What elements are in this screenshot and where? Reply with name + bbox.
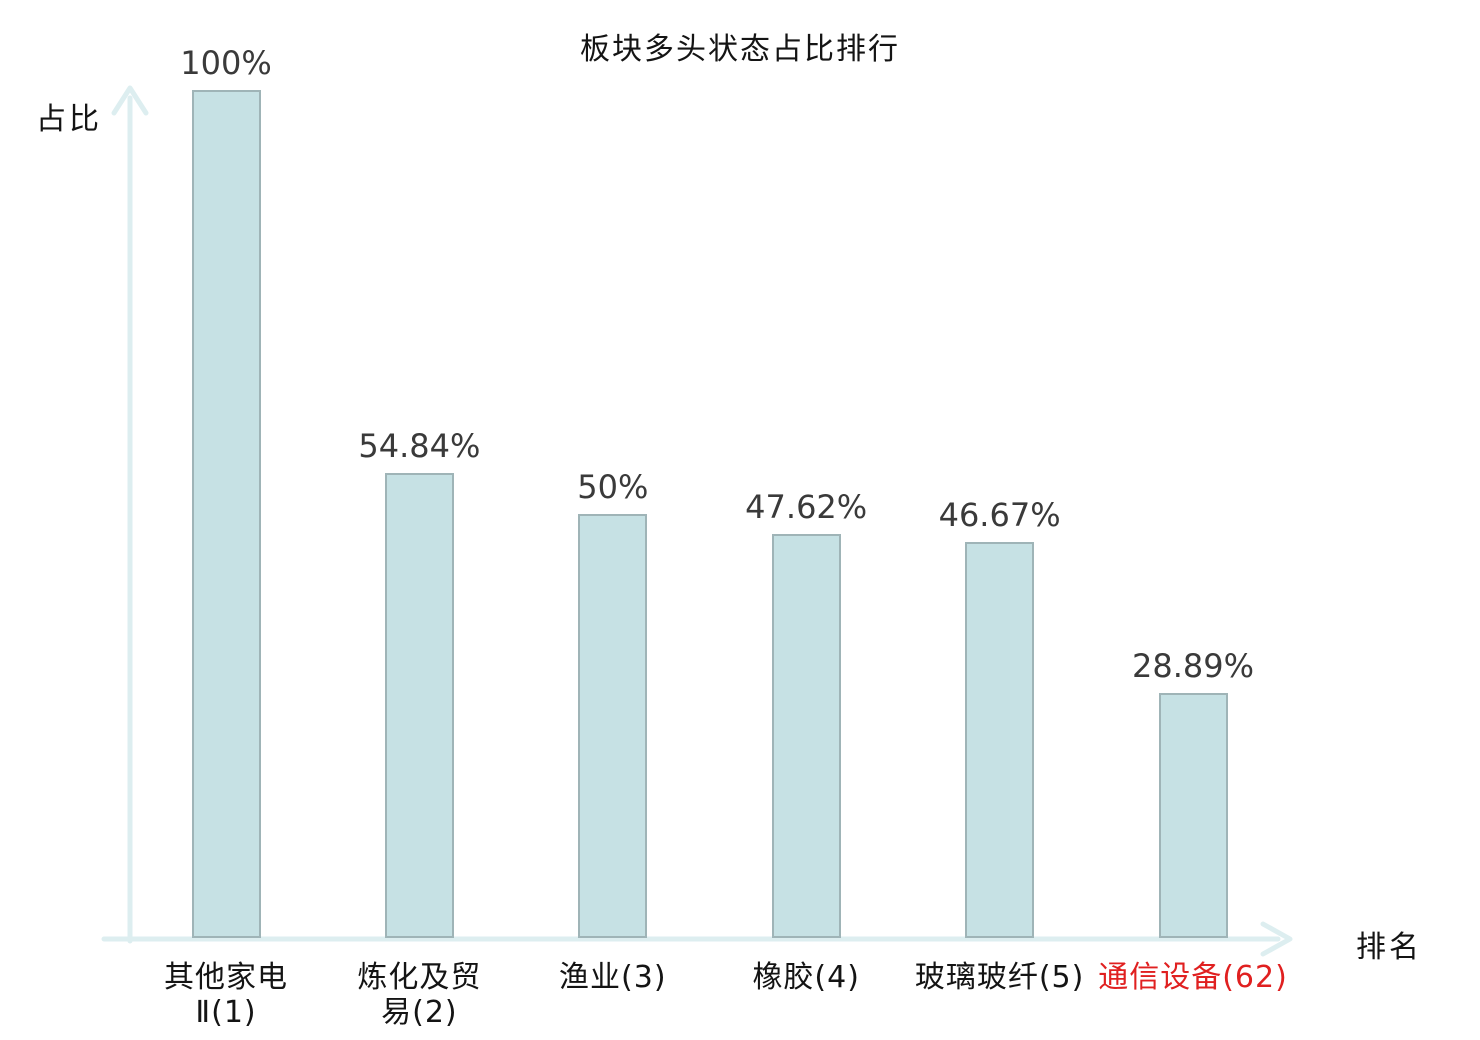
bar	[1158, 693, 1228, 938]
bar	[771, 534, 841, 938]
value-label: 28.89%	[1131, 647, 1254, 685]
bar	[965, 542, 1035, 938]
y-axis-label: 占比	[36, 102, 102, 137]
category-label: 炼化及贸 易(2)	[357, 960, 482, 1030]
category-label: 其他家电 Ⅱ(1)	[164, 960, 288, 1030]
value-label: 50%	[577, 468, 649, 506]
chart-title: 板块多头状态占比排行	[580, 32, 900, 67]
category-label: 玻璃玻纤(5)	[914, 960, 1085, 995]
category-label: 橡胶(4)	[752, 960, 860, 995]
value-label: 100%	[180, 44, 272, 82]
x-axis-label: 排名	[1356, 930, 1422, 965]
value-label: 46.67%	[938, 496, 1061, 535]
bar	[191, 90, 261, 938]
category-label: 通信设备(62)	[1098, 960, 1288, 995]
bar	[384, 472, 454, 938]
category-label: 渔业(3)	[559, 960, 667, 995]
value-label: 54.84%	[358, 426, 481, 465]
value-label: 47.62%	[745, 488, 868, 527]
bar	[578, 514, 648, 938]
